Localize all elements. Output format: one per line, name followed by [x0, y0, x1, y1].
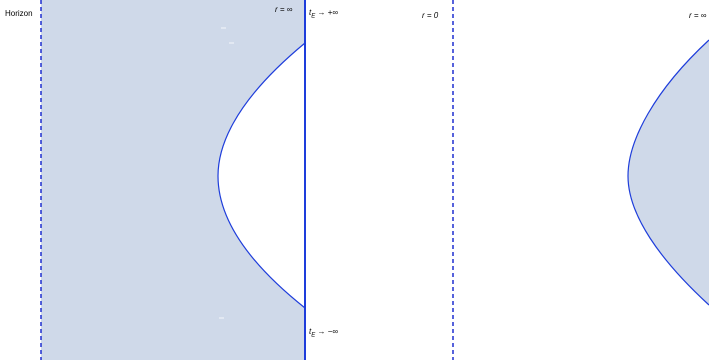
horizon-label: Horizon	[5, 9, 33, 18]
te-minus-t: t	[309, 327, 312, 336]
left-r-infinity-label: r = ∞	[275, 5, 293, 14]
te-plus-t: t	[309, 8, 312, 17]
te-plus-infinity-label: tE → +∞	[309, 9, 338, 20]
te-plus-sub: E	[311, 13, 316, 20]
right-r-infinity-label: r = ∞	[689, 11, 707, 20]
right-hyperbola-curve	[627, 39, 709, 306]
te-minus-infinity-label: tE → −∞	[309, 328, 338, 339]
te-minus-sub: E	[311, 332, 316, 339]
left-hyperbola-curve	[217, 42, 306, 309]
right-r-zero-label: r = 0	[422, 11, 439, 20]
te-minus-tail: → −∞	[315, 327, 339, 336]
te-plus-tail: → +∞	[315, 8, 339, 17]
left-shaded-region	[41, 0, 305, 360]
right-shaded-region	[628, 40, 709, 305]
